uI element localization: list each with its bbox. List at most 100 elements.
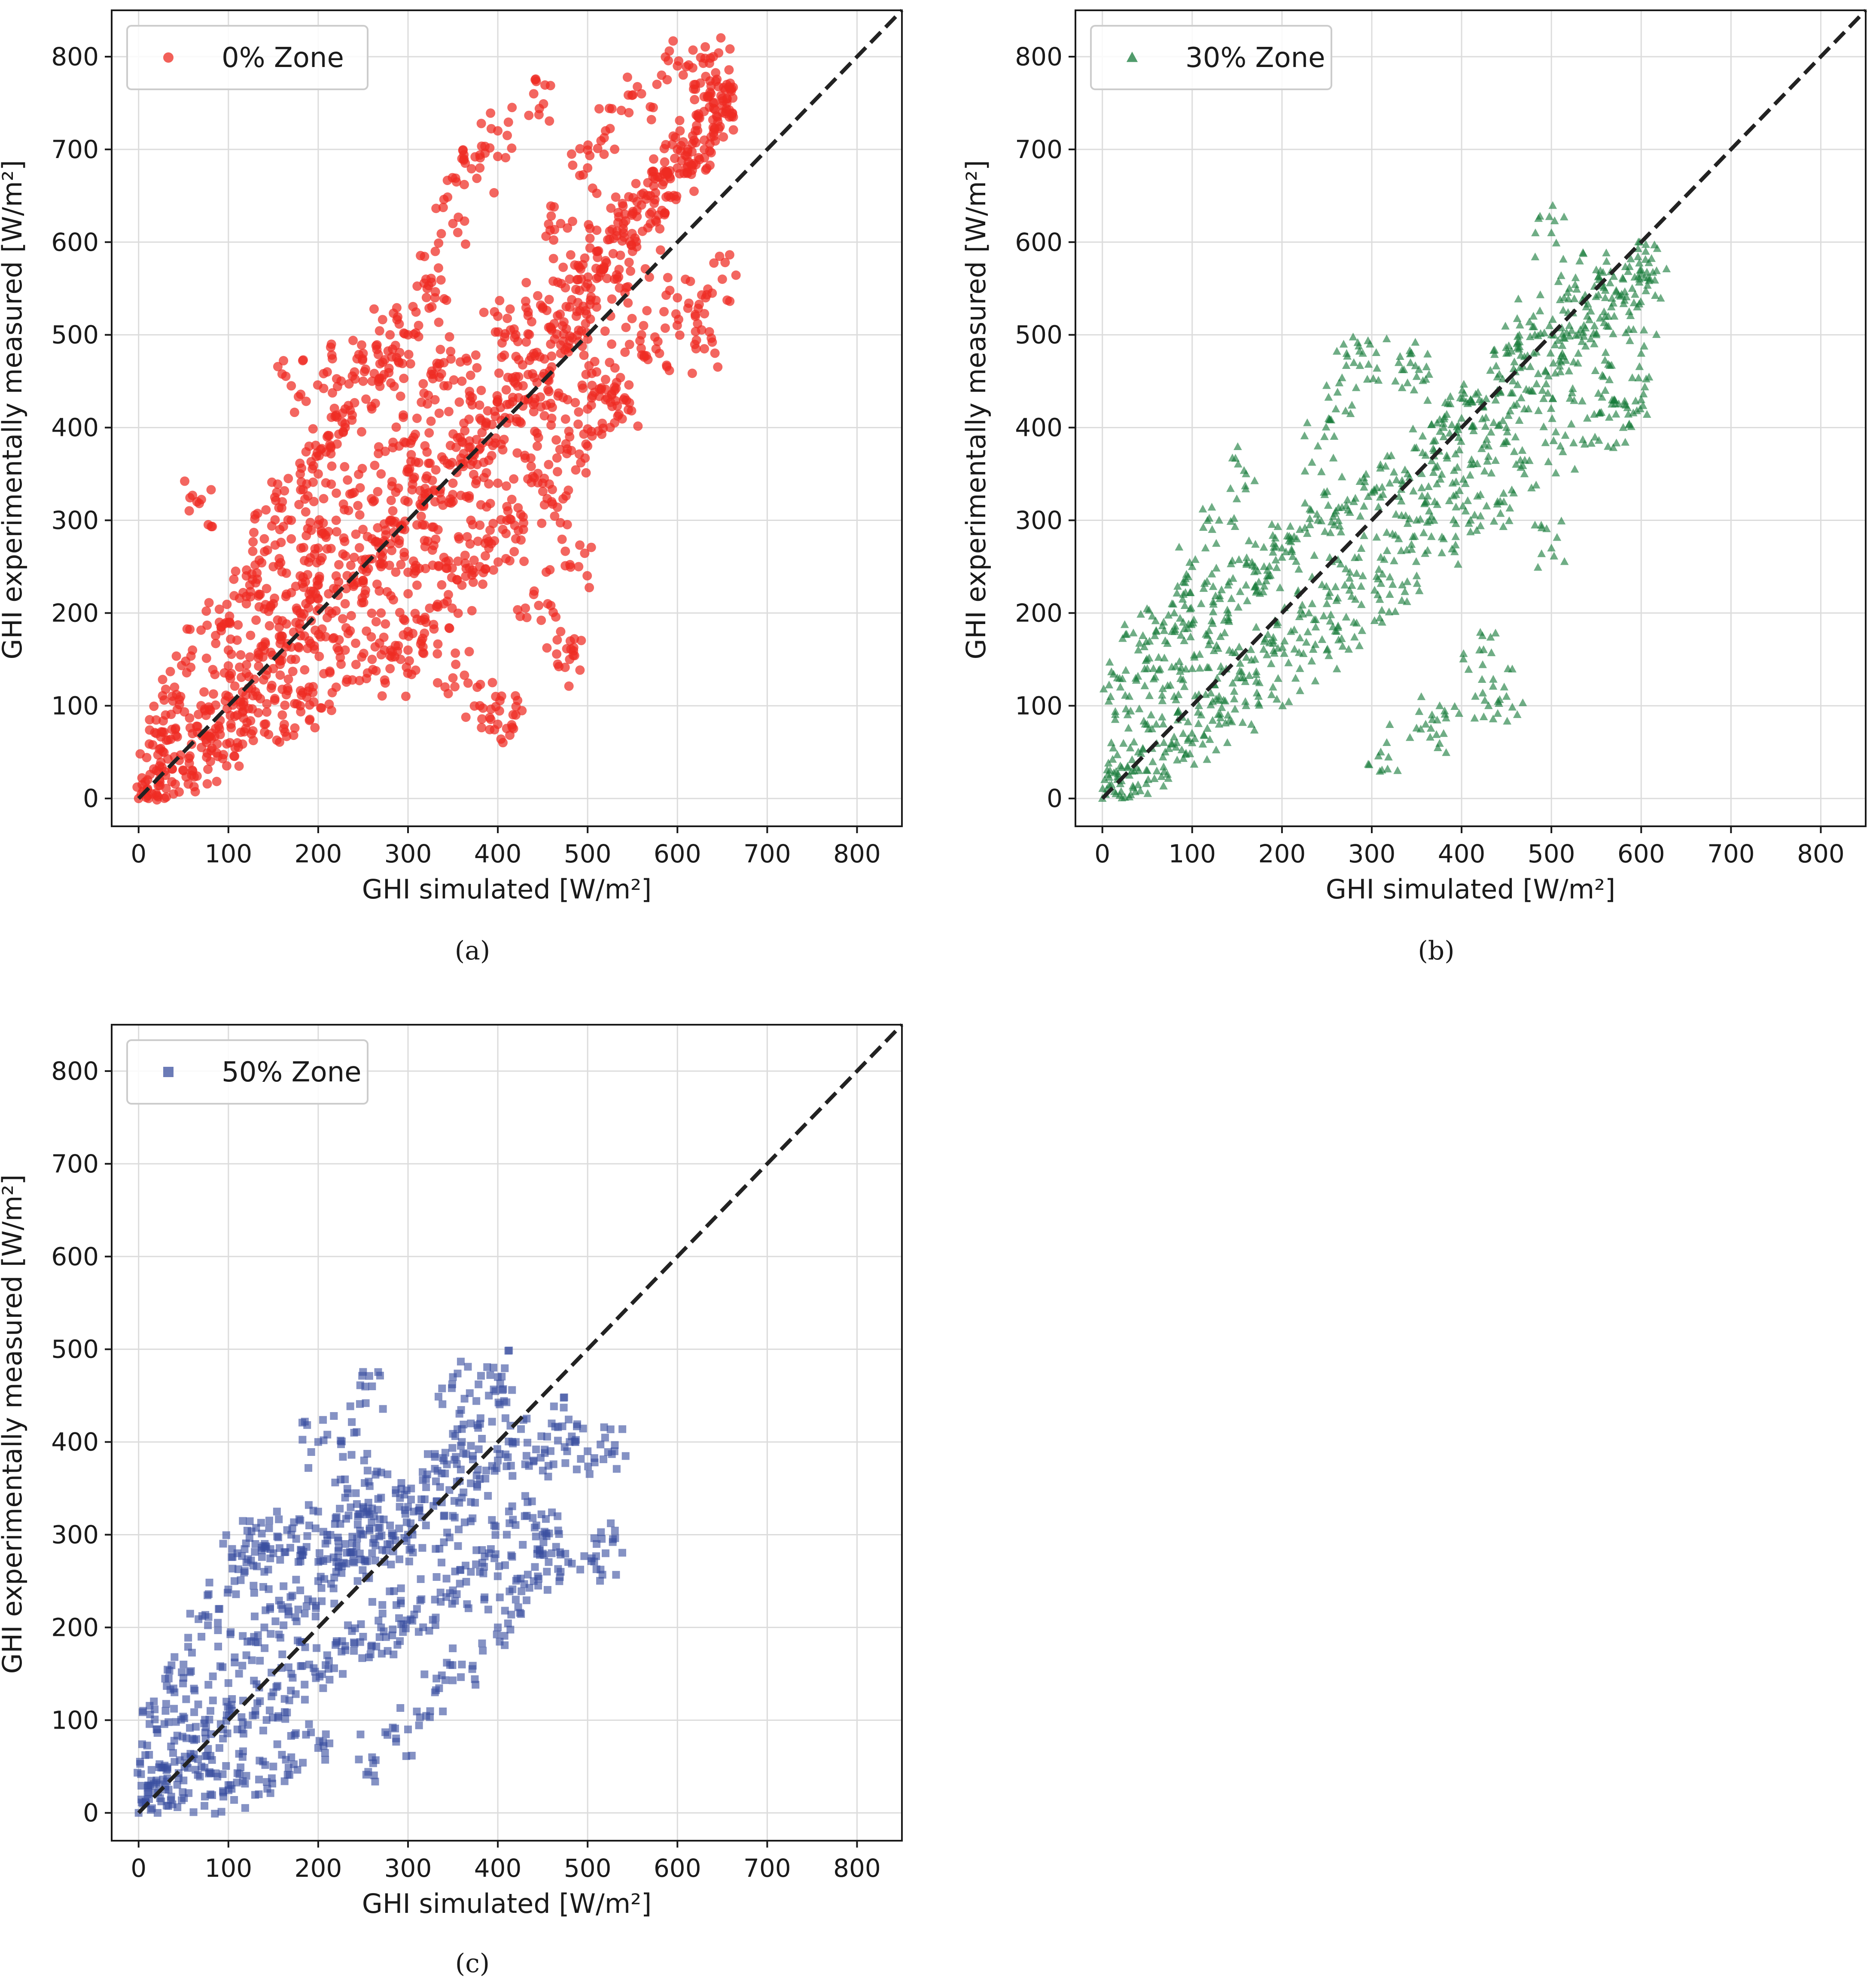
data-point [651,344,661,354]
data-point [289,1674,297,1682]
data-point [1191,555,1200,563]
data-point [1571,331,1581,339]
data-point [1518,698,1527,706]
data-point [463,1600,471,1608]
data-point [460,158,470,168]
data-point [498,524,508,534]
data-point [1428,715,1437,723]
data-point [355,483,365,493]
data-point [341,584,351,594]
data-point [1547,543,1556,552]
data-point [1203,631,1212,639]
data-point [1378,483,1386,491]
data-point [459,1449,467,1457]
data-point [432,1674,441,1683]
data-point [565,331,575,341]
data-point [1557,323,1566,332]
data-point [373,350,383,359]
data-point [215,730,225,740]
data-point [598,1535,606,1543]
data-point [296,477,306,487]
data-point [521,303,531,313]
data-point [1136,749,1145,757]
data-point [1439,432,1448,440]
data-point [610,144,620,154]
data-point [252,1638,260,1646]
data-point [306,525,316,535]
data-point [577,326,587,336]
data-point [382,587,392,597]
data-point [244,672,254,682]
data-point [1345,574,1354,582]
data-point [348,1627,356,1635]
data-point [710,124,720,134]
data-point [1270,539,1278,547]
data-point [1194,719,1203,727]
data-point [521,278,531,288]
y-axis-label: GHI experimentally measured [W/m²] [960,160,992,660]
data-point [1319,612,1328,620]
data-point [574,407,584,417]
data-point [481,1474,490,1483]
data-point [691,344,701,353]
data-point [207,1769,215,1778]
data-point [282,619,292,629]
data-point [1209,597,1218,606]
data-point [420,628,429,638]
data-point [486,124,496,134]
data-point [1392,475,1401,484]
data-point [518,1587,526,1595]
data-point [1642,286,1651,295]
data-point [347,1451,356,1459]
data-point [250,510,260,520]
data-point [1374,565,1383,573]
data-point [410,609,420,618]
data-point [346,611,356,621]
data-point [690,310,700,320]
data-point [219,1540,227,1548]
data-point [460,1488,468,1496]
data-point [1179,618,1188,626]
data-point [1563,288,1572,296]
data-point [1357,600,1366,608]
data-point [1288,552,1297,560]
data-point [397,359,407,368]
data-point [1309,645,1318,653]
data-point [638,188,648,198]
data-point [1608,399,1616,408]
data-point [236,673,246,682]
data-point [611,1526,619,1534]
data-point [591,264,601,274]
data-point [253,574,262,584]
data-point [224,1703,232,1711]
data-point [386,496,396,505]
data-point [475,679,485,689]
x-tick-label: 100 [204,1854,252,1883]
data-point [598,265,608,274]
data-point [1267,520,1276,528]
data-point [1209,607,1218,615]
data-point [1332,664,1341,673]
data-point [416,1596,424,1604]
data-point [527,369,537,379]
data-point [1151,616,1160,624]
data-point [327,1580,335,1588]
data-point [522,612,532,622]
data-point [334,577,344,587]
data-point [182,668,192,678]
x-tick-label: 400 [1438,839,1486,868]
data-point [1164,611,1173,619]
data-point [670,153,680,163]
data-point [354,676,364,685]
data-point [326,706,336,715]
data-point [348,1539,356,1547]
data-point [465,436,475,446]
data-point [1565,332,1574,340]
data-point [238,588,248,597]
data-point [169,1684,177,1693]
data-point [1215,591,1224,600]
legend-marker-shape [163,1067,174,1077]
data-point [163,1763,171,1771]
data-point [451,442,461,452]
